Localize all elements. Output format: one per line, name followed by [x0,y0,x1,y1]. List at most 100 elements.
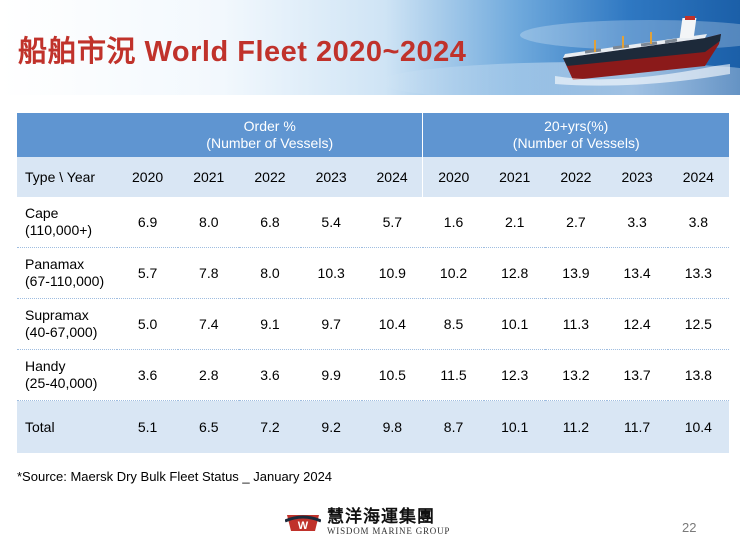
vessel-type-name: Handy [25,358,66,374]
company-logo: W 慧洋海運集團 WISDOM MARINE GROUP [285,508,450,537]
vessel-type-name: Supramax [25,307,89,323]
order-cell: 10.4 [361,298,423,350]
table-row: Handy (25-40,000) 3.6 2.8 3.6 9.9 10.5 1… [17,349,729,401]
age-year-header: 2024 [667,157,729,197]
age-cell: 13.9 [545,247,607,299]
age-cell: 8.5 [422,298,485,350]
logo-chinese-name: 慧洋海運集團 [327,507,435,527]
total-order-cell: 9.8 [361,400,423,453]
age-year-header: 2020 [422,157,485,197]
total-order-cell: 9.2 [300,400,362,453]
vessel-type-size: (25-40,000) [25,375,98,391]
logo-english-name: WISDOM MARINE GROUP [327,526,451,536]
age-year-header: 2022 [545,157,607,197]
total-age-cell: 10.4 [667,400,729,453]
fleet-table-container: Order % (Number of Vessels) 20+yrs(%) (N… [17,113,729,453]
order-year-header: 2022 [239,157,301,197]
age-cell: 13.3 [667,247,729,299]
order-year-header: 2024 [361,157,423,197]
vessel-type-cell: Cape (110,000+) [17,197,117,248]
age-cell: 11.3 [545,298,607,350]
order-cell: 6.9 [117,197,179,248]
age-cell: 12.3 [484,349,546,401]
total-age-cell: 11.2 [545,400,607,453]
order-cell: 8.0 [239,247,301,299]
order-header-line1: Order % [243,118,296,134]
age-cell: 12.5 [667,298,729,350]
order-cell: 8.0 [178,197,240,248]
order-cell: 7.4 [178,298,240,350]
total-age-cell: 8.7 [422,400,485,453]
vessel-type-name: Panamax [25,256,85,272]
vessel-type-name: Cape [25,205,59,221]
wisdom-logo-icon: W [285,514,321,532]
total-label: Total [17,400,117,453]
order-cell: 7.8 [178,247,240,299]
order-cell: 9.9 [300,349,362,401]
vessel-type-cell: Panamax (67-110,000) [17,247,117,299]
logo-mark-letter: W [298,520,309,532]
order-cell: 10.3 [300,247,362,299]
age-group-header: 20+yrs(%) (Number of Vessels) [422,113,729,157]
order-year-header: 2021 [178,157,240,197]
order-year-header: 2023 [300,157,362,197]
table-row: Panamax (67-110,000) 5.7 7.8 8.0 10.3 10… [17,247,729,299]
total-row: Total 5.1 6.5 7.2 9.2 9.8 8.7 10.1 11.2 … [17,400,729,453]
vessel-type-size: (40-67,000) [25,324,98,340]
age-cell: 3.3 [606,197,668,248]
age-cell: 3.8 [667,197,729,248]
total-order-cell: 7.2 [239,400,301,453]
table-row: Cape (110,000+) 6.9 8.0 6.8 5.4 5.7 1.6 … [17,197,729,248]
age-cell: 2.1 [484,197,546,248]
age-cell: 13.7 [606,349,668,401]
table-row: Supramax (40-67,000) 5.0 7.4 9.1 9.7 10.… [17,298,729,350]
total-age-cell: 11.7 [606,400,668,453]
order-cell: 6.8 [239,197,301,248]
age-cell: 13.2 [545,349,607,401]
total-order-cell: 5.1 [117,400,179,453]
order-cell: 3.6 [117,349,179,401]
total-age-cell: 10.1 [484,400,546,453]
order-cell: 9.7 [300,298,362,350]
order-cell: 5.4 [300,197,362,248]
order-group-header: Order % (Number of Vessels) [117,113,423,157]
vessel-type-size: (110,000+) [25,222,93,238]
age-cell: 13.8 [667,349,729,401]
vessel-type-cell: Supramax (40-67,000) [17,298,117,350]
age-cell: 12.8 [484,247,546,299]
order-cell: 5.7 [117,247,179,299]
age-cell: 1.6 [422,197,485,248]
header-banner [0,0,740,95]
vessel-type-cell: Handy (25-40,000) [17,349,117,401]
type-year-header: Type \ Year [17,157,117,197]
order-cell: 5.7 [361,197,423,248]
fleet-table: Order % (Number of Vessels) 20+yrs(%) (N… [17,113,729,453]
order-cell: 3.6 [239,349,301,401]
age-header-line1: 20+yrs(%) [544,118,609,134]
age-cell: 11.5 [422,349,485,401]
logo-text: 慧洋海運集團 WISDOM MARINE GROUP [327,508,450,537]
header-blank-cell [17,113,117,157]
order-cell: 10.5 [361,349,423,401]
year-header-row: Type \ Year 2020 2021 2022 2023 2024 202… [17,157,729,197]
group-header-row: Order % (Number of Vessels) 20+yrs(%) (N… [17,113,729,157]
order-cell: 2.8 [178,349,240,401]
age-cell: 10.1 [484,298,546,350]
source-note: *Source: Maersk Dry Bulk Fleet Status _ … [17,469,333,484]
age-year-header: 2021 [484,157,546,197]
age-header-line2: (Number of Vessels) [512,135,640,151]
age-year-header: 2023 [606,157,668,197]
age-cell: 10.2 [422,247,485,299]
order-cell: 5.0 [117,298,179,350]
order-cell: 10.9 [361,247,423,299]
page-title: 船舶市況 World Fleet 2020~2024 [18,36,467,68]
ship-icon [555,16,730,86]
page-number: 22 [682,520,697,535]
total-order-cell: 6.5 [178,400,240,453]
order-header-line2: (Number of Vessels) [206,135,334,151]
age-cell: 2.7 [545,197,607,248]
order-cell: 9.1 [239,298,301,350]
vessel-type-size: (67-110,000) [25,273,105,289]
order-year-header: 2020 [117,157,179,197]
age-cell: 12.4 [606,298,668,350]
